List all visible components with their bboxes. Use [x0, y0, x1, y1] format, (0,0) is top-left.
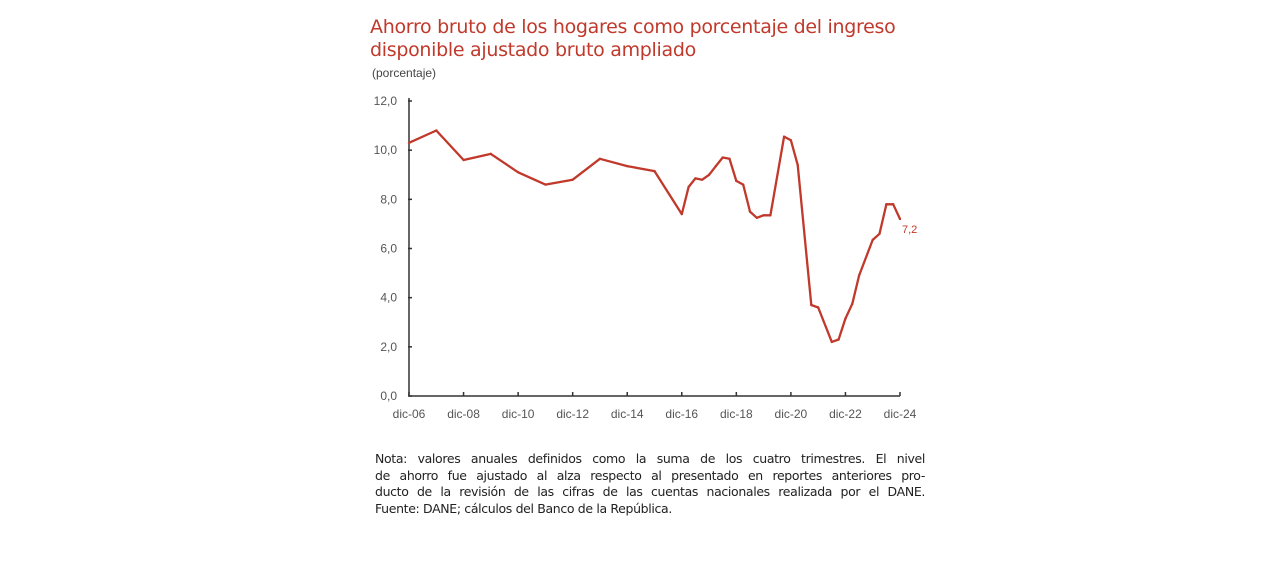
x-tick-label: dic-18 [720, 407, 753, 421]
data-point [810, 303, 813, 307]
data-point [694, 177, 697, 180]
x-tick-label: dic-20 [775, 407, 808, 421]
data-point [857, 274, 861, 277]
data-point [701, 178, 704, 181]
chart-title-line: disponible ajustado bruto ampliado [370, 39, 696, 61]
note-line: ducto de la revisión de las cifras de la… [375, 484, 925, 499]
data-point [714, 164, 718, 168]
data-point [796, 163, 799, 167]
data-point [707, 173, 711, 176]
data-point [407, 141, 411, 144]
data-point [626, 164, 629, 168]
x-tick-label: dic-22 [829, 407, 862, 421]
data-point [844, 317, 847, 320]
data-point [516, 171, 520, 174]
data-point [462, 158, 465, 162]
data-point [851, 302, 854, 306]
last-value-label: 7,2 [902, 224, 917, 236]
note-line: de ahorro fue ajustado al alza respecto … [375, 467, 925, 483]
data-point [680, 212, 683, 216]
x-tick-label: dic-12 [556, 407, 589, 421]
x-tick-label: dic-06 [393, 407, 426, 421]
data-point [489, 152, 493, 156]
x-tick-label: dic-10 [502, 407, 535, 421]
data-point [735, 179, 738, 183]
source-line: Fuente: DANE; cálculos del Banco de la R… [375, 500, 672, 516]
x-tick-label: dic-16 [665, 407, 698, 421]
y-tick-label: 8,0 [380, 192, 397, 206]
data-point [871, 238, 874, 242]
y-tick-label: 10,0 [374, 143, 398, 157]
data-point [598, 157, 602, 160]
data-point [782, 135, 786, 138]
chart-title-line: Ahorro bruto de los hogares como porcent… [370, 16, 896, 38]
y-tick-label: 12,0 [374, 94, 398, 108]
data-point [687, 185, 690, 189]
x-tick-label: dic-14 [611, 407, 644, 421]
x-tick-label: dic-24 [884, 407, 917, 421]
note-line: Nota: valores anuales definidos como la … [375, 451, 925, 466]
series-line [408, 129, 902, 344]
data-point [653, 169, 656, 173]
data-point [571, 178, 574, 181]
data-point [830, 340, 834, 344]
data-point [741, 183, 745, 186]
data-point [755, 216, 758, 219]
y-tick-label: 6,0 [380, 242, 397, 256]
data-point [837, 338, 840, 341]
data-point [728, 157, 731, 160]
data-point [891, 203, 895, 206]
data-point [885, 203, 888, 206]
y-axis-unit-label: (porcentaje) [372, 66, 437, 80]
data-point [544, 183, 547, 186]
y-tick-label: 2,0 [380, 340, 397, 354]
chart-note: Nota: valores anuales definidos como la … [375, 451, 925, 517]
data-point [898, 217, 902, 221]
x-tick-label: dic-08 [447, 407, 480, 421]
y-tick-label: 0,0 [380, 389, 397, 403]
data-point [762, 214, 765, 217]
data-point [878, 232, 881, 235]
data-point [748, 210, 752, 213]
y-tick-label: 4,0 [380, 291, 397, 305]
data-point [816, 306, 820, 309]
data-point [721, 156, 724, 159]
data-point [769, 214, 772, 217]
data-point [435, 129, 438, 132]
data-point [789, 139, 793, 142]
chart-title: Ahorro bruto de los hogares como porcent… [370, 16, 896, 62]
